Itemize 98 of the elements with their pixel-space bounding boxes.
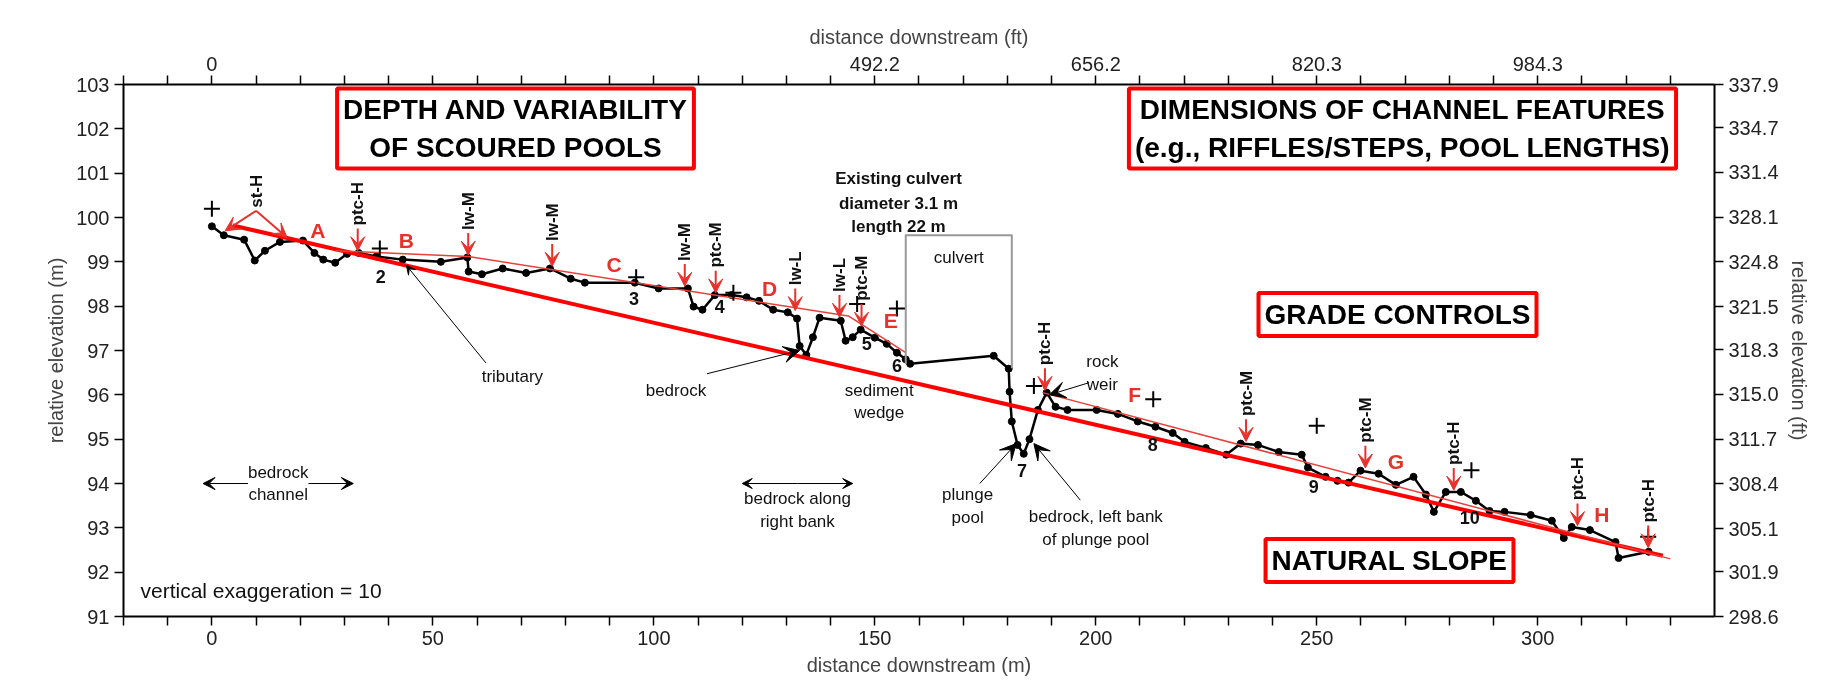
annotation: culvert — [933, 247, 985, 267]
y2-tick-label: 301.9 — [1728, 560, 1779, 583]
annotation: ptc-H — [1444, 421, 1464, 465]
annotation: 6 — [891, 356, 902, 377]
y2-axis-title: relative elevation (ft) — [1787, 260, 1810, 441]
x-tick-label: 150 — [858, 626, 892, 649]
annotation: lw-M — [675, 223, 695, 261]
annotation: 3 — [628, 289, 639, 310]
x-tick-label: 300 — [1521, 626, 1555, 649]
x-tick-label: 200 — [1079, 626, 1113, 649]
y2-tick-label: 308.4 — [1728, 472, 1779, 495]
x2-axis-title: distance downstream (ft) — [809, 25, 1029, 48]
annotation: ptc-H — [1568, 456, 1587, 501]
x2-tick-label: 492.2 — [849, 52, 900, 75]
x2-tick-label: 984.3 — [1512, 52, 1563, 75]
y-axis-title: relative elevation (m) — [45, 257, 68, 444]
x2-tick-label: 0 — [206, 52, 218, 75]
annotation: F — [1128, 383, 1142, 407]
point — [370, 239, 389, 258]
x-axis-title: distance downstream (m) — [806, 653, 1032, 676]
annotation: bedrock along right bank — [744, 489, 851, 531]
y2-tick-label: 311.7 — [1728, 428, 1778, 451]
y2-tick-label: 305.1 — [1728, 517, 1779, 540]
annotation: lw-L — [829, 257, 849, 292]
annotation: DEPTH AND VARIABILITY OF SCOURED POOLS — [343, 94, 688, 163]
y-tick-label: 95 — [87, 428, 110, 451]
y-tick-label: 93 — [87, 516, 110, 539]
point — [202, 199, 221, 218]
annotation: 8 — [1147, 435, 1158, 456]
y2-tick-label: 324.8 — [1728, 250, 1779, 273]
point — [724, 283, 743, 302]
annotation: Existing culvert — [835, 169, 963, 188]
annotation: 4 — [714, 296, 725, 317]
y-tick-label: 103 — [76, 73, 110, 96]
y2-tick-label: 321.5 — [1728, 295, 1779, 318]
y-tick-label: 92 — [87, 561, 110, 584]
annotation: ptc-M — [852, 255, 872, 301]
x-tick-label: 100 — [637, 626, 671, 649]
point — [1144, 390, 1163, 409]
y2-tick-label: 315.0 — [1728, 383, 1779, 406]
y-tick-label: 96 — [87, 383, 110, 406]
y2-tick-label: 334.7 — [1728, 116, 1779, 139]
annotation: 5 — [861, 334, 872, 355]
x2-tick-label: 820.3 — [1291, 52, 1342, 75]
annotation: ptc-H — [1035, 321, 1055, 366]
y-tick-label: 98 — [87, 295, 110, 318]
annotation: lw-M — [542, 203, 562, 241]
y-tick-label: 101 — [76, 162, 110, 185]
annotation: lw-M — [458, 192, 478, 230]
x-tick-label: 0 — [206, 626, 218, 649]
annotation: C — [606, 252, 622, 276]
y-tick-label: 94 — [87, 472, 110, 495]
y2-tick-label: 318.3 — [1728, 338, 1779, 361]
y2-tick-label: 337.9 — [1728, 73, 1779, 96]
annotation: vertical exaggeration = 10 — [140, 579, 382, 602]
annotation: DIMENSIONS OF CHANNEL FEATURES (e.g., RIFFLES/STEPS, POOL LENGTHS) — [1134, 94, 1670, 163]
annotation: sediment wedge — [844, 380, 914, 423]
x-tick-label: 50 — [421, 626, 444, 649]
annotation: 2 — [375, 266, 386, 287]
annotation: 10 — [1459, 508, 1480, 529]
annotation: bedrock, left bank of plunge pool — [1028, 506, 1164, 549]
annotation: lw-L — [785, 251, 805, 286]
x2-tick-label: 656.2 — [1070, 52, 1121, 75]
annotation: H — [1594, 503, 1610, 527]
annotation: ptc-M — [706, 222, 726, 268]
y-tick-label: 102 — [76, 117, 110, 140]
annotation: rock weir — [1085, 351, 1119, 394]
annotation: plunge pool — [942, 484, 994, 527]
point — [1307, 416, 1326, 435]
annotation: 7 — [1016, 461, 1027, 482]
y2-tick-label: 328.1 — [1728, 206, 1779, 229]
y-tick-label: 91 — [87, 605, 110, 628]
annotation: ptc-H — [1638, 479, 1658, 523]
annotation: ptc-H — [348, 182, 368, 226]
annotation: ptc-M — [1236, 370, 1256, 417]
x-tick-label: 250 — [1300, 626, 1334, 649]
annotation: B — [398, 229, 414, 253]
point — [1024, 376, 1043, 395]
annotation: A — [310, 219, 326, 243]
annotation: bedrock — [645, 380, 707, 400]
y-tick-label: 99 — [87, 250, 110, 273]
annotation: bedrock channel — [247, 462, 309, 505]
annotation: ptc-M — [1355, 397, 1375, 443]
annotation: NATURAL SLOPE — [1271, 545, 1507, 576]
annotation: E — [883, 309, 898, 333]
annotation: G — [1387, 450, 1405, 474]
annotation: GRADE CONTROLS — [1264, 299, 1531, 330]
annotation: D — [762, 276, 778, 300]
annotation: st-H — [246, 174, 266, 208]
annotation: 9 — [1308, 477, 1319, 498]
annotation: tributary — [481, 366, 544, 386]
y-tick-label: 100 — [76, 206, 110, 229]
y2-tick-label: 331.4 — [1728, 161, 1779, 184]
y2-tick-label: 298.6 — [1728, 605, 1779, 628]
point — [1462, 461, 1481, 480]
annotation: length 22 m — [851, 217, 946, 236]
annotation: diameter 3.1 m — [838, 194, 959, 213]
y-tick-label: 97 — [87, 339, 110, 362]
